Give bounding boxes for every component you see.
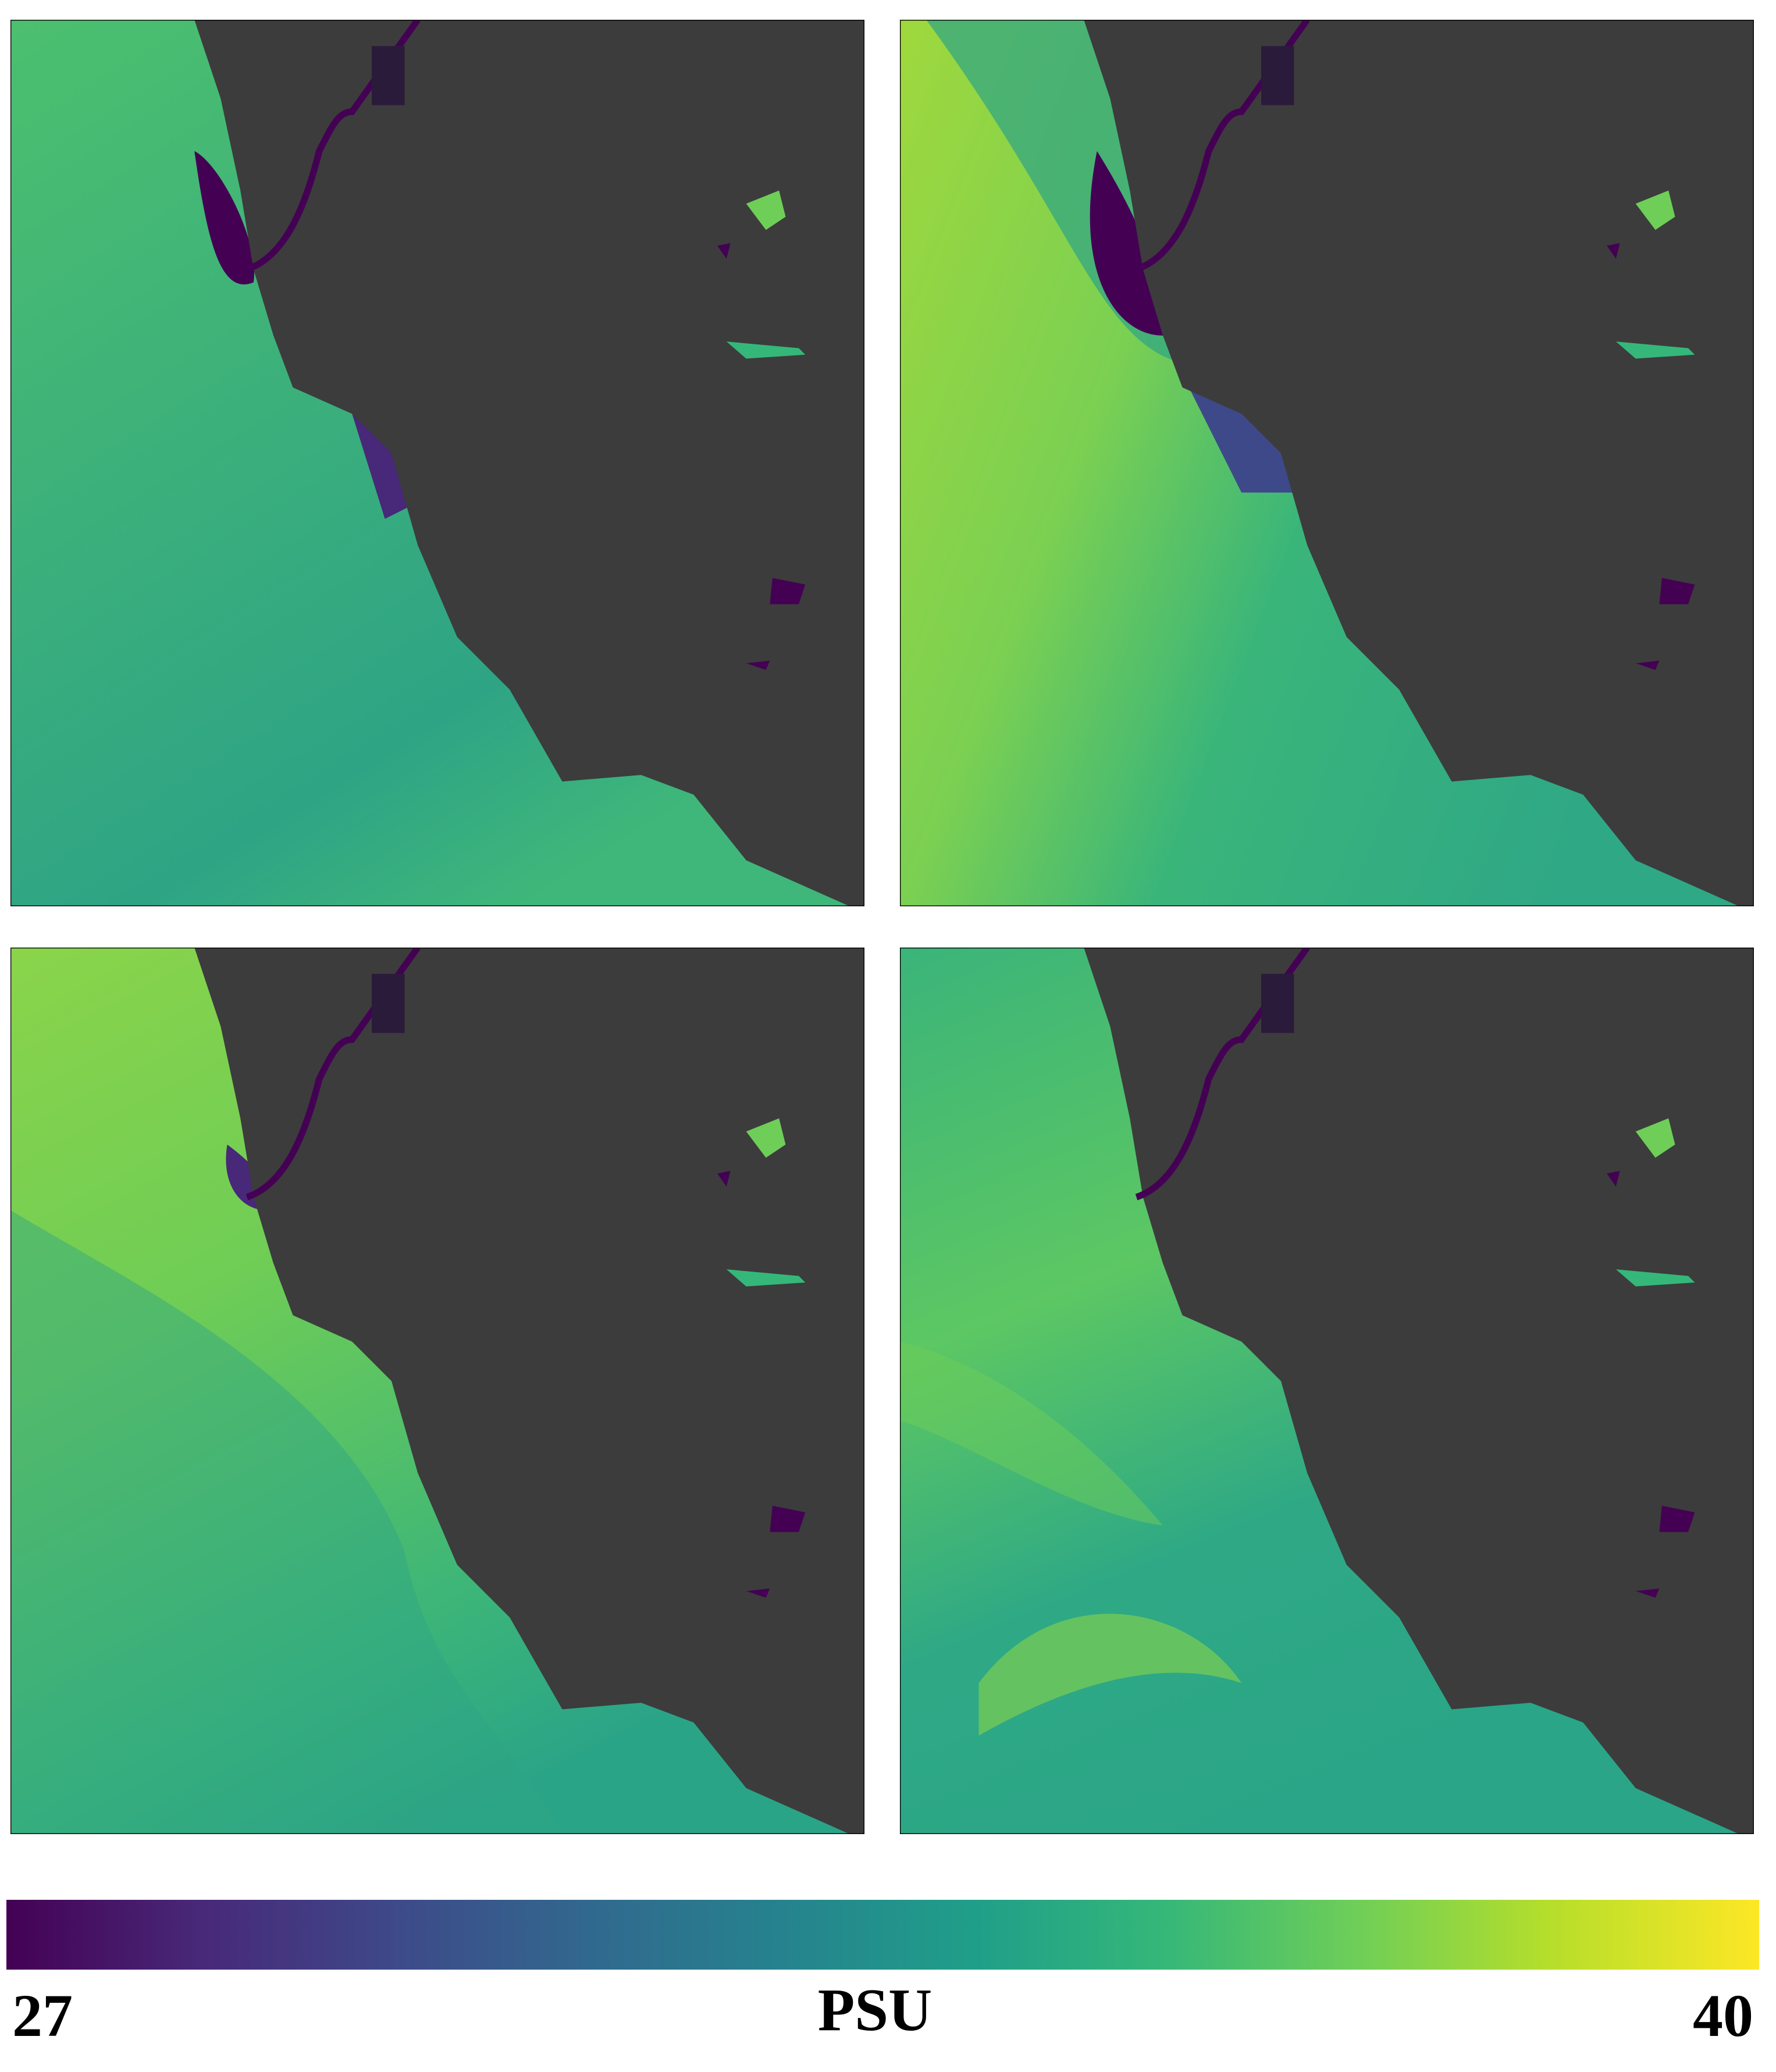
map-panel: [900, 20, 1754, 906]
map-panel: [10, 948, 864, 1834]
colorbar-tick-label: 40: [1693, 1982, 1753, 2049]
map-panels: [10, 20, 1754, 1834]
colorbar-label: PSU: [818, 1977, 932, 2043]
map-panel: [10, 20, 864, 906]
colorbar: [6, 1900, 1759, 1970]
map-panel: [900, 948, 1754, 1834]
colorbar-tick-label: 27: [12, 1982, 73, 2049]
